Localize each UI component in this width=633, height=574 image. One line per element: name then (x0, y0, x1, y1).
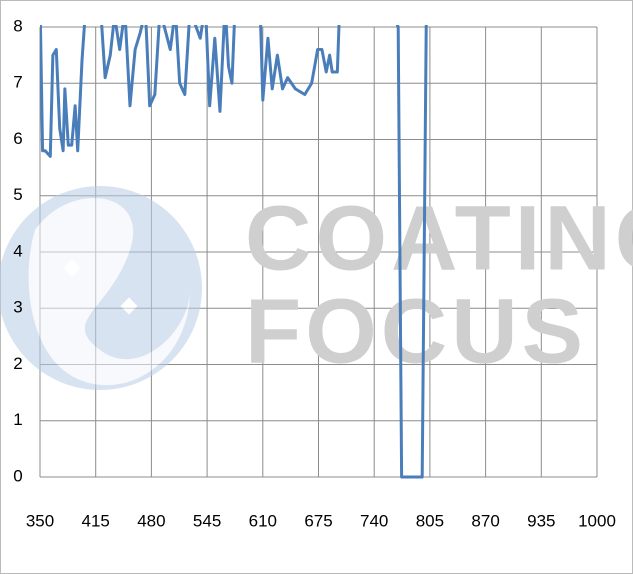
y-tick-label: 2 (13, 354, 22, 373)
x-tick-label: 870 (471, 511, 499, 530)
x-tick-label: 740 (360, 511, 388, 530)
x-tick-label: 935 (527, 511, 555, 530)
x-tick-label: 415 (82, 511, 110, 530)
watermark-text: FOCUS (245, 280, 587, 382)
x-tick-label: 545 (193, 511, 221, 530)
y-tick-label: 3 (13, 298, 22, 317)
x-tick-label: 1000 (578, 511, 616, 530)
y-tick-label: 1 (13, 410, 22, 429)
watermark-text: COATING (245, 187, 633, 289)
data-line (40, 25, 428, 479)
x-tick-label: 350 (26, 511, 54, 530)
y-tick-label: 0 (13, 466, 22, 485)
x-tick-label: 480 (137, 511, 165, 530)
y-tick-label: 4 (13, 241, 22, 260)
y-tick-label: 5 (13, 185, 22, 204)
x-tick-label: 675 (304, 511, 332, 530)
y-tick-label: 8 (13, 16, 22, 35)
watermark-logo (0, 186, 202, 390)
y-tick-label: 6 (13, 129, 22, 148)
y-tick-label: 7 (13, 73, 22, 92)
x-tick-label: 805 (416, 511, 444, 530)
x-tick-label: 610 (249, 511, 277, 530)
